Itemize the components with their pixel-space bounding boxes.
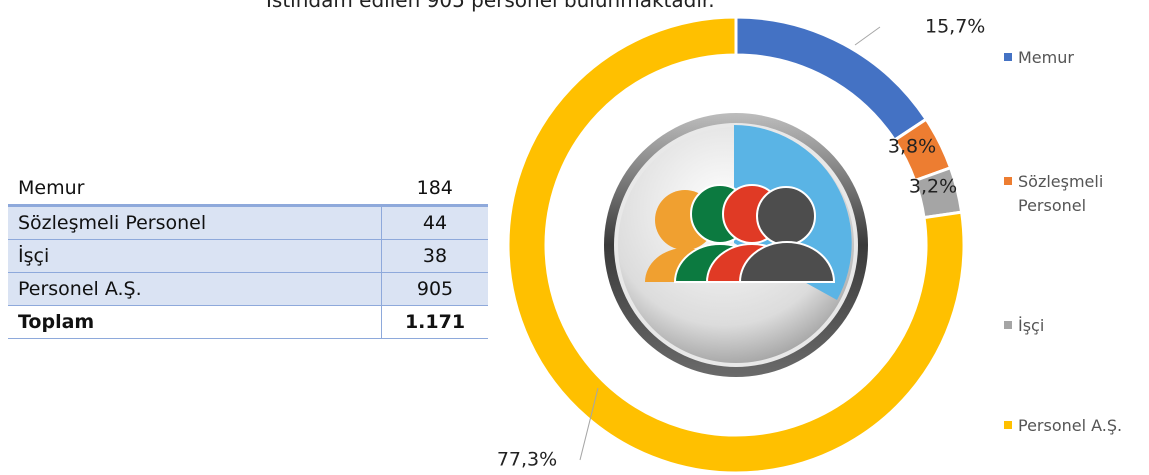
legend-label: Sözleşmeli Personel — [1018, 170, 1138, 218]
leader-line — [855, 27, 880, 45]
legend-item: Sözleşmeli Personel — [1004, 170, 1144, 218]
legend-label: İşçi — [1018, 314, 1138, 338]
chart: 15,7% 3,8% 3,2% 77,3% — [0, 0, 1149, 475]
legend-label: Memur — [1018, 46, 1138, 70]
legend-item: Memur — [1004, 46, 1144, 70]
legend-swatch — [1004, 177, 1012, 185]
legend-swatch — [1004, 53, 1012, 61]
legend-swatch — [1004, 321, 1012, 329]
data-label: 3,2% — [909, 176, 957, 198]
legend-item: Personel A.Ş. — [1004, 414, 1144, 438]
legend-item: İşçi — [1004, 314, 1144, 338]
legend-swatch — [1004, 421, 1012, 429]
data-label: 3,8% — [888, 136, 936, 158]
data-label: 15,7% — [925, 16, 985, 38]
page: İstihdam edilen 905 personel bulunmaktad… — [0, 0, 1149, 475]
legend-label: Personel A.Ş. — [1018, 414, 1138, 438]
data-label: 77,3% — [497, 449, 557, 471]
center-icon — [604, 113, 868, 377]
